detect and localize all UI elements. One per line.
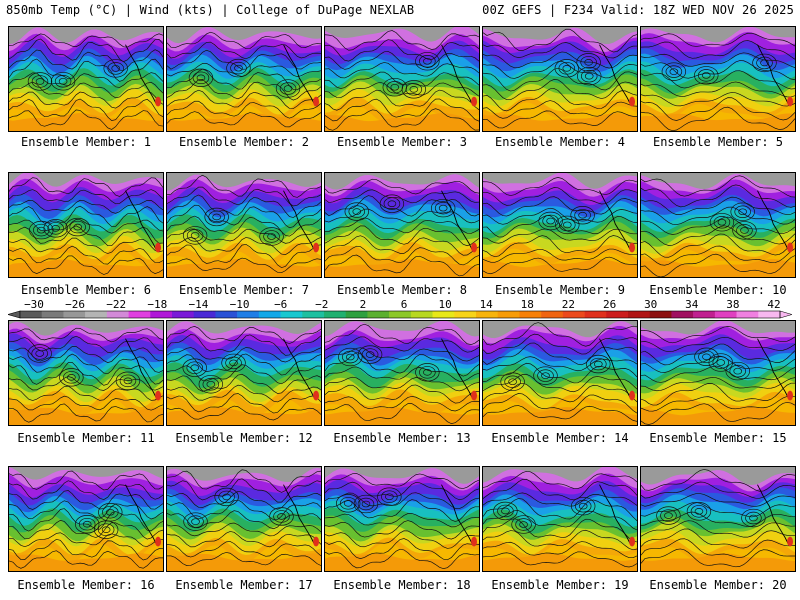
colorbar-tick-label: −14 (188, 298, 208, 311)
colorbar-swatch (628, 311, 651, 318)
colorbar-swatch (606, 311, 629, 318)
ensemble-member-label: Ensemble Member: 5 (652, 135, 784, 149)
ensemble-member-map-7 (166, 172, 322, 278)
ensemble-member-label: Ensemble Member: 17 (175, 578, 313, 592)
colorbar-swatch (476, 311, 499, 318)
colorbar-tick-label: 34 (685, 298, 699, 311)
colorbar-tick-label: −30 (24, 298, 44, 311)
ensemble-member-label: Ensemble Member: 8 (336, 283, 468, 297)
colorbar-swatch (128, 311, 151, 318)
ensemble-member-map-8 (324, 172, 480, 278)
ensemble-member-label: Ensemble Member: 18 (333, 578, 471, 592)
colorbar-swatch (63, 311, 86, 318)
ensemble-member-label: Ensemble Member: 1 (20, 135, 152, 149)
ensemble-member-map-14 (482, 320, 638, 426)
colorbar-tick-label: −10 (230, 298, 250, 311)
colorbar-swatch (584, 311, 607, 318)
colorbar-swatch (20, 311, 43, 318)
colorbar-tick-label: 38 (726, 298, 739, 311)
colorbar-tick-label: −2 (315, 298, 328, 311)
ensemble-member-map-19 (482, 466, 638, 572)
colorbar-swatch (714, 311, 737, 318)
colorbar-swatch (302, 311, 325, 318)
colorbar-swatch (671, 311, 694, 318)
colorbar-swatch (736, 311, 759, 318)
ensemble-member-map-1 (8, 26, 164, 132)
colorbar-swatch (649, 311, 672, 318)
colorbar-swatch (193, 311, 216, 318)
colorbar-swatch (758, 311, 781, 318)
colorbar-swatch (410, 311, 433, 318)
ensemble-member-map-12 (166, 320, 322, 426)
ensemble-member-label: Ensemble Member: 2 (178, 135, 310, 149)
colorbar-swatch (345, 311, 368, 318)
colorbar-swatch (367, 311, 390, 318)
colorbar-swatch (41, 311, 64, 318)
colorbar-tick-label: 18 (521, 298, 534, 311)
ensemble-member-map-4 (482, 26, 638, 132)
ensemble-member-label: Ensemble Member: 4 (494, 135, 626, 149)
colorbar-swatch (519, 311, 542, 318)
colorbar-tick-label: 6 (401, 298, 408, 311)
colorbar-tick-label: 30 (644, 298, 657, 311)
colorbar-tick-label: 2 (360, 298, 367, 311)
colorbar-swatch (562, 311, 585, 318)
colorbar-swatch (432, 311, 455, 318)
ensemble-member-map-9 (482, 172, 638, 278)
temperature-colorbar: −30 −26 −22 −18 −14 −10 −6 −2 2 6 10 14 18 22 26 30 34 38… (8, 298, 792, 319)
ensemble-member-map-16 (8, 466, 164, 572)
colorbar-swatch (497, 311, 520, 318)
ensemble-member-label: Ensemble Member: 13 (333, 431, 471, 445)
ensemble-member-label: Ensemble Member: 6 (20, 283, 152, 297)
colorbar-swatch (280, 311, 303, 318)
ensemble-member-map-5 (640, 26, 796, 132)
colorbar-tick-label: 14 (480, 298, 494, 311)
ensemble-member-label: Ensemble Member: 7 (178, 283, 310, 297)
ensemble-member-map-17 (166, 466, 322, 572)
ensemble-member-map-3 (324, 26, 480, 132)
ensemble-member-label: Ensemble Member: 16 (17, 578, 155, 592)
colorbar-tick-label: 10 (438, 298, 451, 311)
colorbar-swatch (237, 311, 260, 318)
colorbar-tick-label: −6 (274, 298, 287, 311)
colorbar-tick-label: 42 (767, 298, 780, 311)
ensemble-member-map-2 (166, 26, 322, 132)
ensemble-member-map-11 (8, 320, 164, 426)
colorbar-swatch (215, 311, 238, 318)
ensemble-member-label: Ensemble Member: 10 (649, 283, 787, 297)
ensemble-member-map-18 (324, 466, 480, 572)
ensemble-member-label: Ensemble Member: 15 (649, 431, 787, 445)
colorbar-swatch (454, 311, 477, 318)
ensemble-member-label: Ensemble Member: 12 (175, 431, 313, 445)
colorbar-swatch (106, 311, 129, 318)
run-valid-time: 00Z GEFS | F234 Valid: 18Z WED NOV 26 20… (482, 3, 794, 17)
ensemble-member-label: Ensemble Member: 3 (336, 135, 468, 149)
ensemble-member-map-15 (640, 320, 796, 426)
ensemble-member-label: Ensemble Member: 20 (649, 578, 787, 592)
colorbar-swatch (693, 311, 716, 318)
colorbar-left-arrow (8, 310, 21, 319)
colorbar-tick-label: −26 (65, 298, 85, 311)
colorbar-tick-label: 26 (603, 298, 616, 311)
colorbar-swatch (324, 311, 347, 318)
colorbar-swatch (172, 311, 195, 318)
ensemble-member-map-10 (640, 172, 796, 278)
ensemble-member-label: Ensemble Member: 11 (17, 431, 155, 445)
colorbar-swatch (541, 311, 564, 318)
colorbar-right-arrow (779, 310, 792, 319)
ensemble-member-map-13 (324, 320, 480, 426)
colorbar-swatch (150, 311, 173, 318)
colorbar-tick-label: 22 (562, 298, 575, 311)
ensemble-member-label: Ensemble Member: 19 (491, 578, 629, 592)
map-title: 850mb Temp (°C) | Wind (kts) | College o… (6, 3, 415, 17)
ensemble-member-label: Ensemble Member: 9 (494, 283, 626, 297)
colorbar-swatch (389, 311, 412, 318)
colorbar-swatch (85, 311, 108, 318)
colorbar-tick-label: −22 (106, 298, 126, 311)
colorbar-swatch (258, 311, 281, 318)
ensemble-member-map-6 (8, 172, 164, 278)
colorbar-tick-label: −18 (147, 298, 167, 311)
ensemble-member-map-20 (640, 466, 796, 572)
ensemble-member-label: Ensemble Member: 14 (491, 431, 629, 445)
